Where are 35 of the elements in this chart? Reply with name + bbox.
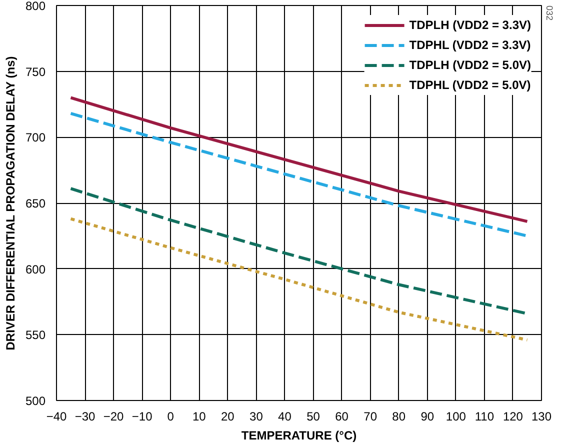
y-tick-label: 650 — [25, 196, 46, 210]
x-tick-label: 120 — [502, 410, 524, 424]
y-axis-title: DRIVER DIFFERENTIAL PROPAGATION DELAY (ns) — [3, 56, 18, 350]
legend-label: TDPLH (VDD2 = 3.3V) — [409, 18, 531, 32]
x-tick-label: 60 — [335, 410, 349, 424]
x-tick-label: 40 — [278, 410, 292, 424]
x-tick-label: −20 — [103, 410, 124, 424]
text: 032 — [544, 6, 554, 21]
x-tick-label: 10 — [192, 410, 206, 424]
line-series — [69, 112, 529, 238]
legend-label: TDPHL (VDD2 = 5.0V) — [409, 78, 531, 92]
y-tick-label: 750 — [25, 64, 46, 79]
line-series — [69, 96, 529, 223]
legend-label: TDPHL (VDD2 = 3.3V) — [409, 38, 531, 52]
x-tick-label: −10 — [132, 410, 153, 424]
x-tick-label: 70 — [364, 410, 378, 424]
x-tick-label: 50 — [306, 410, 320, 424]
x-tick-label: 100 — [446, 410, 466, 424]
legend-label: TDPLH (VDD2 = 5.0V) — [409, 58, 531, 72]
x-tick-label: 110 — [474, 410, 494, 424]
x-tick-label: 0 — [167, 410, 174, 424]
y-tick-label: 500 — [25, 394, 46, 408]
x-axis-title: TEMPERATURE (°C) — [241, 428, 357, 442]
x-tick-label: 80 — [392, 410, 406, 424]
x-tick-label: 30 — [250, 410, 264, 424]
x-tick-label: 90 — [420, 410, 434, 424]
x-tick-label: −40 — [46, 410, 68, 424]
y-tick-label: 550 — [25, 328, 46, 342]
y-tick-label: 800 — [25, 0, 46, 13]
x-tick-label: 130 — [531, 410, 552, 424]
line-series — [69, 217, 529, 342]
x-tick-label: −30 — [74, 410, 96, 424]
y-tick-label: 700 — [25, 130, 46, 145]
y-tick-label: 600 — [25, 262, 46, 276]
x-tick-label: 20 — [221, 410, 235, 424]
